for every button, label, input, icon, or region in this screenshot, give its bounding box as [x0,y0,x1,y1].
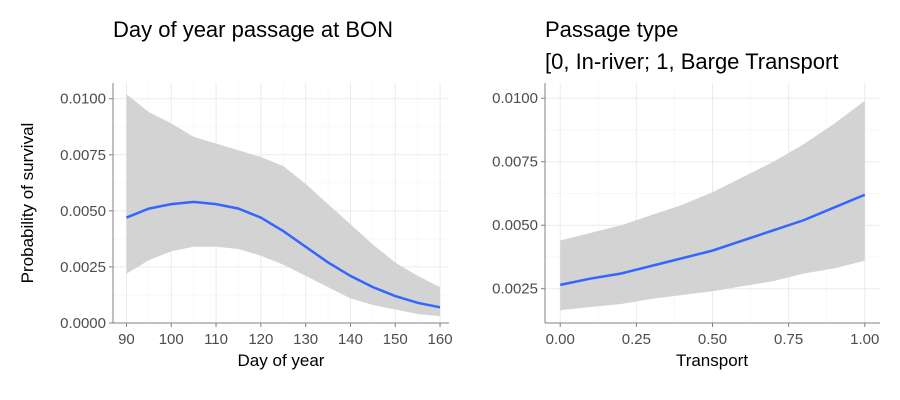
right-y-tick-label: 0.0100 [492,90,538,107]
right-x-tick-label: 1.00 [850,331,879,348]
right-y-tick-label: 0.0050 [492,217,538,234]
left-fitted-line [125,200,441,309]
left-x-tick-label: 120 [248,331,273,348]
left-x-tick-label: 90 [118,331,135,348]
left-y-tick-label: 0.0100 [60,91,106,108]
right-fitted-line [559,193,866,287]
left-axes: 90 100 110 120 130 140 150 160 0.0000 0.0025 0.005… [60,83,453,348]
left-x-tick-label: 130 [293,331,318,348]
left-x-tick-label: 110 [204,331,228,348]
left-chart-title: Day of year passage at BON [113,17,393,42]
left-confidence-band [126,94,441,317]
right-y-tick-label: 0.0075 [492,154,538,171]
left-y-axis-label: Probability of survival [18,123,37,284]
left-y-tick-label: 0.0050 [60,203,106,220]
right-x-tick-label: 0.00 [546,331,575,348]
right-chart-title-line-2: [0, In-river; 1, Barge Transport [545,49,838,74]
right-x-axis-label: Transport [676,351,748,370]
right-x-tick-label: 0.25 [622,331,651,348]
left-y-tick-label: 0.0075 [60,147,106,164]
right-x-tick-label: 0.75 [774,331,803,348]
right-x-tick-label: 0.50 [698,331,727,348]
panel-day-of-year: Day of year passage at BON 90 100 110 120 13… [18,17,453,370]
right-axes: 0.00 0.25 0.50 0.75 1.00 0.0025 0.0050 0.0075 0.… [492,83,880,348]
left-x-tick-label: 140 [338,331,363,348]
left-y-tick-label: 0.0025 [60,259,106,276]
left-x-tick-label: 150 [383,331,408,348]
left-x-tick-label: 160 [428,331,453,348]
right-y-tick-label: 0.0025 [492,281,538,298]
right-chart-title-line-1: Passage type [545,17,678,42]
left-x-axis-label: Day of year [238,351,325,370]
left-y-tick-label: 0.0000 [60,315,106,332]
panel-passage-type: Passage type [0, In-river; 1, Barge Tran… [492,17,880,370]
right-confidence-band [560,100,865,311]
left-x-tick-label: 100 [159,331,184,348]
